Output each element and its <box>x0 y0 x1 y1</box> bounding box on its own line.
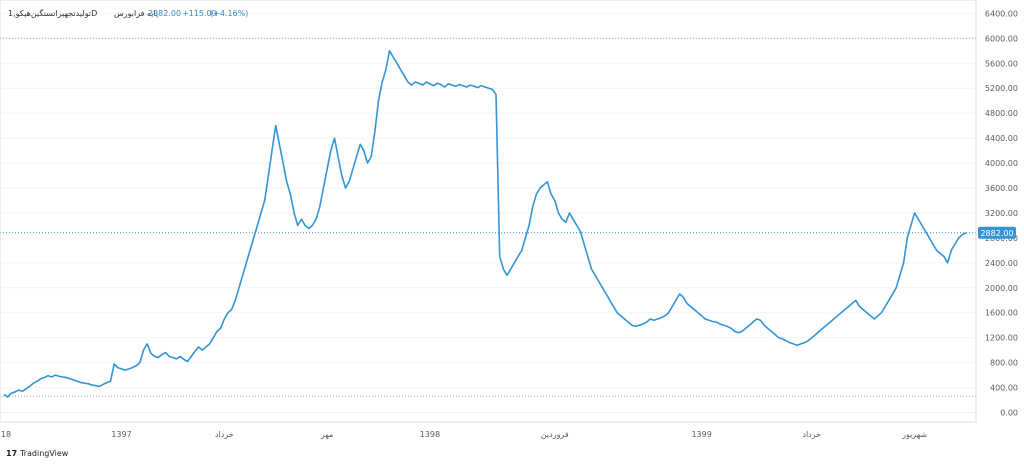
price-line <box>3 50 967 398</box>
x-tick-label: مهر <box>320 430 333 439</box>
x-tick-label: خرداد <box>802 430 821 439</box>
y-tick-label: 400.00 <box>990 384 1018 393</box>
legend-change-pct: (+4.16%) <box>210 9 248 18</box>
y-tick-label: 0.00 <box>1000 409 1018 418</box>
y-tick-label: 5600.00 <box>985 59 1018 68</box>
y-axis[interactable]: 6400.00 6000.00 5600.00 5200.00 4800.00 4400.… <box>985 9 1018 417</box>
x-tick-label: شهریور <box>901 430 927 439</box>
y-tick-label: 5200.00 <box>985 84 1018 93</box>
x-tick-label: فروردین <box>541 430 569 439</box>
y-tick-label: 1600.00 <box>985 309 1018 318</box>
y-tick-label: 3200.00 <box>985 209 1018 218</box>
y-tick-label: 4000.00 <box>985 159 1018 168</box>
last-price-badge <box>978 226 1016 239</box>
legend[interactable]: تولیدتجهیزاتسنگین‌هپکو,1D پایه فرابورس 2… <box>8 8 248 18</box>
y-tick-label: 3600.00 <box>985 184 1018 193</box>
y-tick-label: 2400.00 <box>985 259 1018 268</box>
y-tick-label: 2000.00 <box>985 284 1018 293</box>
x-tick-label: 1398 <box>420 430 440 439</box>
x-tick-label: 1397 <box>111 430 131 439</box>
last-price-marker: 2882.00 <box>978 226 1016 239</box>
y-tick-label: 1200.00 <box>985 334 1018 343</box>
x-axis[interactable]: 18 1397 خرداد مهر 1398 فروردین 1399 خرداد شهریور… <box>1 430 1024 439</box>
last-price-badge-text: 2882.00 <box>980 229 1013 238</box>
legend-symbol-name: تولیدتجهیزاتسنگین‌هپکو,1D <box>8 8 97 18</box>
dotted-levels <box>0 37 976 397</box>
series-layer <box>3 50 967 398</box>
legend-change: +115.00 <box>182 9 217 18</box>
legend-last-price: 2882.00 <box>148 9 181 18</box>
tradingview-watermark[interactable]: 17 TradingView <box>6 449 69 458</box>
y-tick-label: 4400.00 <box>985 134 1018 143</box>
tradingview-logo-icon: 17 <box>6 449 17 458</box>
x-tick-label: خرداد <box>215 430 234 439</box>
grid-lines <box>0 12 976 414</box>
x-tick-label: 18 <box>1 430 11 439</box>
y-tick-label: 4800.00 <box>985 109 1018 118</box>
y-tick-label: 6400.00 <box>985 9 1018 18</box>
legend-market: پایه فرابورس <box>114 9 158 18</box>
x-tick-label: 1399 <box>691 430 711 439</box>
tradingview-brand-text: TradingView <box>19 449 69 458</box>
y-tick-label: 800.00 <box>990 359 1018 368</box>
y-tick-label: 6000.00 <box>985 34 1018 43</box>
